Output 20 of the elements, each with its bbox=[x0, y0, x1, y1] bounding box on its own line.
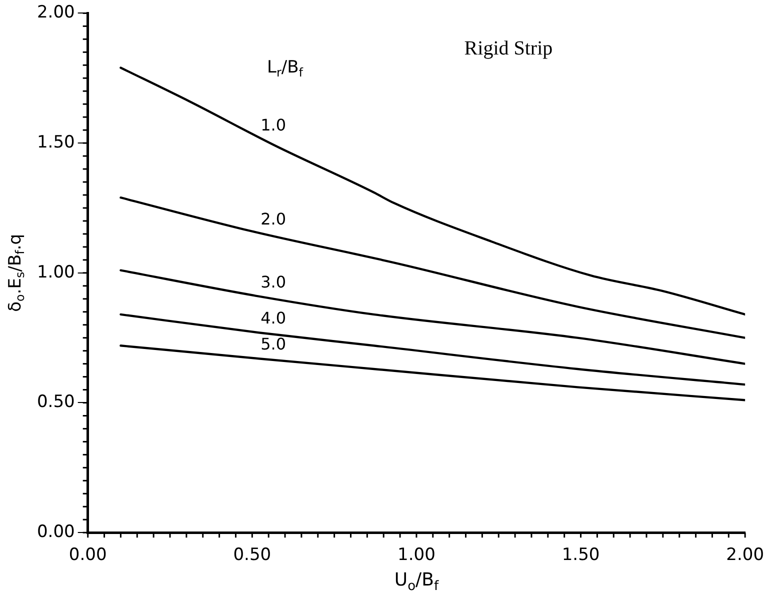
series-label: 1.0 bbox=[260, 116, 286, 135]
y-axis-title: δo.Es/Bf.q bbox=[5, 234, 28, 312]
series-label: 3.0 bbox=[260, 272, 286, 292]
series-label: 2.0 bbox=[260, 209, 286, 228]
series-label: 5.0 bbox=[260, 334, 286, 354]
y-tick-label: 0.00 bbox=[36, 522, 75, 542]
y-tick-label: 2.00 bbox=[36, 2, 75, 23]
y-tick-label: 1.00 bbox=[36, 262, 75, 282]
y-tick-label: 1.50 bbox=[36, 132, 75, 152]
series-label: 4.0 bbox=[260, 308, 286, 328]
y-tick-label: 0.50 bbox=[36, 392, 75, 412]
x-tick-label: 1.00 bbox=[398, 545, 436, 566]
line-series bbox=[120, 196, 746, 339]
x-tick-label: 1.50 bbox=[562, 545, 600, 566]
line-series bbox=[120, 269, 746, 365]
x-tick-label: 0.00 bbox=[68, 545, 107, 566]
line-series bbox=[120, 313, 746, 386]
x-tick-label: 2.00 bbox=[726, 545, 764, 566]
x-tick-label: 0.50 bbox=[233, 545, 272, 566]
annotation: Rigid Strip bbox=[464, 37, 553, 60]
